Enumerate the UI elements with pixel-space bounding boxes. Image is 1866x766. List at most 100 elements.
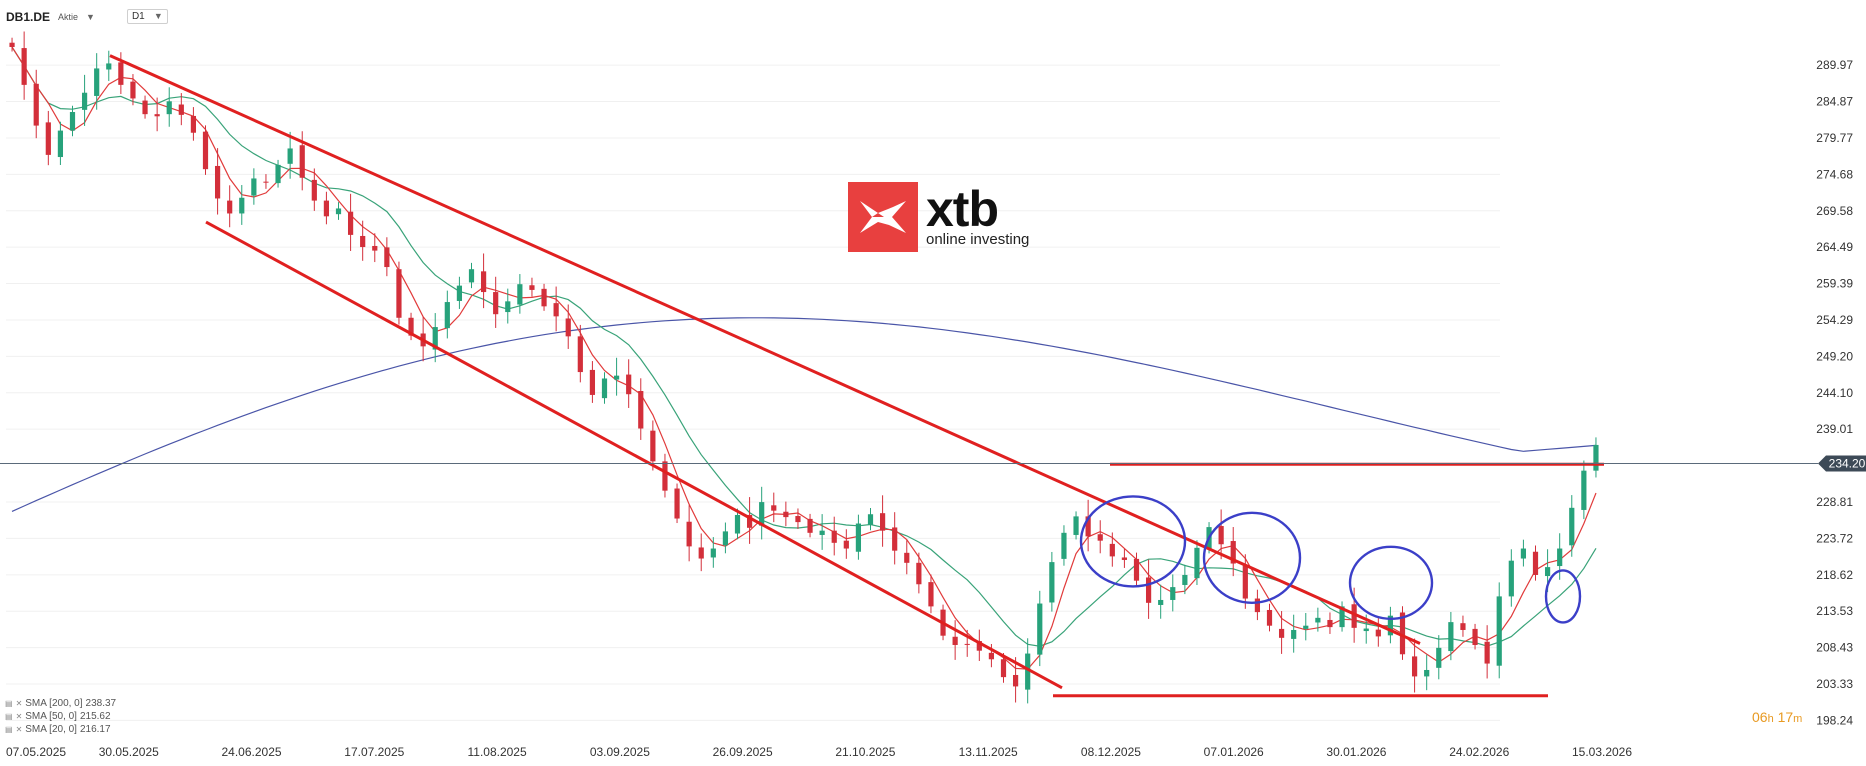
candle [1411,656,1418,677]
candle [396,269,402,318]
legend-label: SMA [20, 0] [25,724,77,735]
candle [1037,603,1043,655]
logo-text: xtb online investing [926,184,1030,248]
candle [190,115,197,133]
sma200-layer [11,317,1597,512]
x-tick-label: 30.01.2026 [1326,745,1386,759]
retest-circle-3 [1348,545,1434,621]
candle [1133,558,1140,581]
candle [106,63,112,70]
y-tick-label: 274.68 [1816,167,1853,181]
x-tick-label: 15.03.2026 [1572,745,1632,759]
candle [130,81,136,99]
x-tick-label: 17.07.2025 [344,745,404,759]
timeframe-value: D1 [131,11,145,22]
candle [1387,615,1394,636]
candle [1012,674,1019,687]
legend-row-sma20[interactable]: ▤ ✕ SMA [20, 0] 216.17 [5,723,116,736]
candle [178,104,184,115]
candle [964,643,970,645]
channel-lower-line [205,220,1063,690]
candle [468,269,475,283]
candle [1460,623,1466,630]
x-tick-label: 26.09.2025 [713,745,773,759]
indicator-settings-icon[interactable]: ▤ [5,725,13,734]
candle [698,547,704,559]
y-tick-label: 254.29 [1816,313,1853,327]
timeframe-chevron-icon[interactable]: ▼ [153,11,163,21]
y-tick-label: 218.62 [1816,568,1853,582]
indicator-settings-icon[interactable]: ▤ [5,699,13,708]
chevron-down-icon[interactable]: ▼ [86,11,95,22]
candle [1399,612,1406,655]
candle [759,502,765,526]
x-tick-label: 08.12.2025 [1081,745,1141,759]
instrument-symbol[interactable]: DB1.DE [6,9,51,24]
candle [1061,532,1067,559]
indicator-remove-icon[interactable]: ✕ [15,725,23,734]
candle [142,100,148,115]
candle [843,540,849,549]
candle [1025,653,1031,690]
sma20-line [11,46,1597,670]
candle [795,516,801,523]
x-tick-label: 24.02.2026 [1449,745,1509,759]
legend-row-sma200[interactable]: ▤ ✕ SMA [200, 0] 238.37 [5,697,116,710]
candle [1266,609,1273,626]
candle [1170,587,1176,600]
candle [360,235,366,248]
x-tick-label: 13.11.2025 [959,745,1018,759]
legend-value: 215.62 [79,711,111,722]
candle [589,369,596,395]
candle [444,302,450,329]
y-tick-label: 198.24 [1816,713,1853,727]
candles-layer [9,31,1599,704]
y-tick-label: 264.49 [1816,240,1853,254]
candle [154,114,160,117]
axes-layer: 289.97 284.87 279.77 274.68 269.58 264.49 259.… [0,58,1866,759]
x-tick-label: 24.06.2025 [222,745,282,759]
logo-x-icon [860,201,906,233]
indicator-legend: ▤ ✕ SMA [200, 0] 238.37 ▤ ✕ SMA [50, 0] … [5,697,116,736]
candle [1097,534,1103,541]
legend-row-sma50[interactable]: ▤ ✕ SMA [50, 0] 215.62 [5,710,116,723]
candle [33,83,39,126]
candle [1544,567,1551,577]
candle [1327,619,1333,628]
instrument-header: DB1.DE Aktie ▼ D1 ▼ [6,9,168,24]
candle [227,200,233,214]
candle [1520,548,1527,559]
candle [952,636,958,645]
timer-hours: 06 [1752,709,1768,725]
candle-countdown: 06h 17m [1752,709,1802,725]
y-tick-label: 249.20 [1816,349,1853,363]
legend-value: 216.17 [79,724,111,735]
x-tick-label: 07.01.2026 [1204,745,1264,759]
logo-tagline: online investing [926,231,1030,248]
candle [456,285,463,301]
candle [1508,560,1514,597]
candle [1363,628,1369,632]
y-tick-label: 208.43 [1816,641,1853,655]
timeframe-select[interactable]: D1 ▼ [126,9,168,24]
candle [1351,604,1357,628]
candle [771,505,777,511]
candle [1339,606,1345,628]
candle [1557,548,1563,567]
crossover-circle [1544,569,1582,624]
indicator-remove-icon[interactable]: ✕ [15,699,23,708]
candle [879,513,886,531]
indicator-remove-icon[interactable]: ✕ [15,712,23,721]
x-tick-label: 30.05.2025 [99,745,159,759]
candle [626,374,632,395]
y-tick-label: 223.72 [1816,531,1853,545]
candle [21,48,27,85]
candle [553,303,559,317]
indicator-settings-icon[interactable]: ▤ [5,712,13,721]
y-tick-label: 213.53 [1816,604,1853,618]
candle [674,488,680,519]
candle [601,378,608,399]
y-tick-label: 284.87 [1816,95,1853,109]
